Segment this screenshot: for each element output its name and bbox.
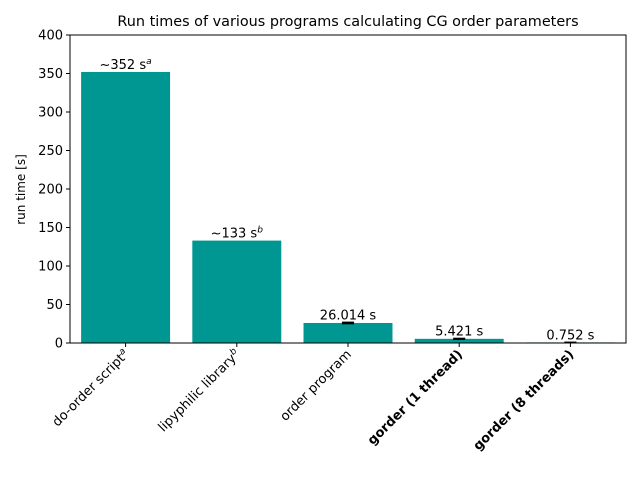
data-label: 26.014 s bbox=[320, 308, 377, 323]
y-tick-label: 350 bbox=[38, 67, 63, 82]
y-tick-label: 400 bbox=[38, 29, 63, 44]
data-label: 0.752 s bbox=[546, 328, 594, 343]
y-tick-label: 300 bbox=[38, 106, 63, 121]
chart-title: Run times of various programs calculatin… bbox=[117, 14, 578, 30]
data-label: 5.421 s bbox=[435, 324, 483, 339]
data-label: ~133 sb bbox=[211, 226, 264, 242]
bar bbox=[303, 322, 393, 343]
y-axis-label: run time [s] bbox=[14, 154, 28, 225]
bar bbox=[192, 240, 282, 343]
y-tick-label: 200 bbox=[38, 183, 63, 198]
bar bbox=[414, 338, 504, 343]
y-tick-label: 50 bbox=[46, 298, 63, 313]
y-tick-label: 100 bbox=[38, 260, 63, 275]
y-tick-label: 0 bbox=[55, 337, 63, 352]
y-tick-label: 250 bbox=[38, 144, 63, 159]
y-tick-label: 150 bbox=[38, 221, 63, 236]
data-label: ~352 sa bbox=[99, 57, 151, 73]
bar bbox=[81, 71, 171, 344]
